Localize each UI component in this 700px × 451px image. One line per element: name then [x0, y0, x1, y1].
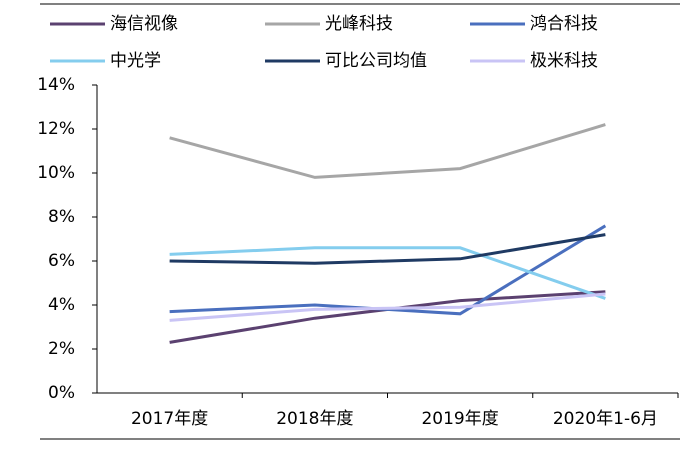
legend-label: 海信视像	[110, 14, 178, 34]
y-tick-label: 0%	[48, 383, 75, 403]
y-tick-label: 6%	[48, 251, 75, 271]
y-tick-label: 8%	[48, 207, 75, 227]
x-tick-label: 2020年1-6月	[553, 409, 658, 429]
x-tick-label: 2018年度	[276, 409, 353, 429]
series-line	[169, 233, 606, 265]
y-tick-label: 14%	[37, 75, 75, 95]
x-tick-label: 2019年度	[421, 409, 498, 429]
series-line	[169, 123, 606, 179]
legend-label: 中光学	[110, 51, 161, 71]
y-tick-label: 2%	[48, 339, 75, 359]
legend-label: 极米科技	[530, 51, 598, 71]
legend-label: 鸿合科技	[530, 14, 598, 34]
x-tick-label: 2017年度	[131, 409, 208, 429]
legend-label: 光峰科技	[325, 14, 393, 34]
series-line	[169, 246, 606, 300]
y-tick-label: 4%	[48, 295, 75, 315]
y-tick-label: 10%	[37, 163, 75, 183]
legend-label: 可比公司均值	[325, 51, 427, 71]
series-line	[169, 292, 606, 322]
y-tick-label: 12%	[37, 119, 75, 139]
